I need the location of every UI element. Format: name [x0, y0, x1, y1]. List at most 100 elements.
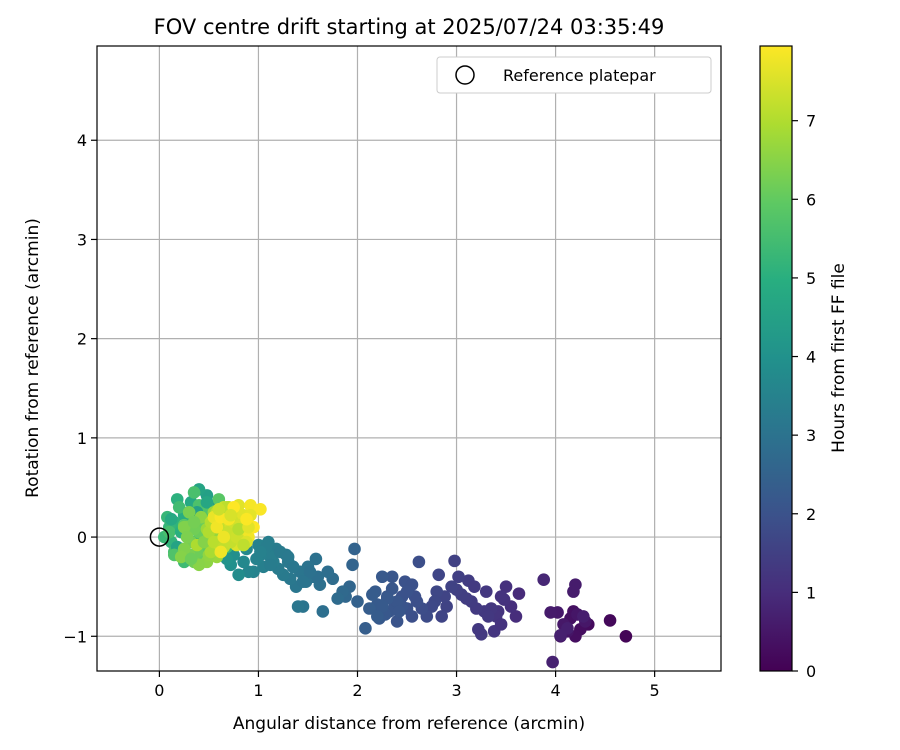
y-tick-label: 2: [77, 330, 87, 349]
colorbar-tick-label: 7: [806, 112, 816, 131]
data-point: [452, 570, 465, 584]
data-point: [468, 580, 481, 593]
colorbar-tick-label: 6: [806, 190, 816, 209]
data-point: [303, 565, 317, 579]
colorbar-ticks: 0 1 2 3 4 5 6 7: [792, 112, 816, 681]
data-point: [472, 623, 485, 636]
data-point: [174, 550, 188, 564]
data-point: [187, 486, 201, 499]
y-axis-label: Rotation from reference (arcmin): [23, 218, 43, 498]
x-axis-label: Angular distance from reference (arcmin): [233, 714, 585, 734]
data-point: [371, 610, 384, 623]
data-point: [244, 499, 257, 512]
data-point: [385, 570, 399, 584]
data-point: [385, 582, 399, 595]
legend: Reference platepar: [436, 56, 712, 94]
data-point: [544, 606, 557, 619]
data-point: [286, 560, 300, 574]
data-point: [546, 655, 559, 669]
data-point: [296, 575, 310, 589]
colorbar-label: Hours from first FF file: [829, 263, 849, 453]
data-point: [237, 538, 250, 552]
data-point: [264, 558, 277, 572]
colorbar-tick-label: 4: [806, 348, 816, 367]
data-point: [390, 615, 404, 628]
colorbar-tick-label: 3: [806, 426, 816, 445]
data-point: [567, 585, 580, 598]
data-point: [375, 600, 389, 613]
data-point: [359, 622, 372, 635]
data-point: [400, 585, 414, 598]
colorbar-tick-label: 2: [806, 505, 816, 524]
data-point: [204, 545, 218, 559]
data-point: [254, 545, 267, 559]
legend-label-reference: Reference platepar: [503, 66, 656, 85]
data-point: [603, 614, 617, 627]
data-point: [232, 522, 245, 536]
reference-platepar-marker: [149, 527, 170, 547]
data-point: [412, 555, 426, 569]
data-point: [197, 535, 211, 549]
data-point: [351, 595, 364, 608]
data-point: [435, 610, 448, 623]
x-tick-label: 0: [154, 681, 164, 700]
data-point: [172, 501, 186, 514]
data-point: [187, 515, 201, 529]
data-point: [180, 530, 194, 544]
grid: [97, 46, 721, 671]
data-point: [346, 558, 359, 572]
colorbar-tick-label: 5: [806, 269, 816, 288]
data-point: [445, 580, 458, 593]
data-point: [392, 605, 406, 618]
plot-frame: [96, 45, 722, 672]
data-point: [375, 570, 389, 584]
data-point: [164, 512, 178, 526]
y-tick-label: 1: [77, 429, 87, 448]
data-point: [217, 530, 231, 544]
data-point: [163, 525, 176, 539]
data-point: [494, 590, 508, 603]
data-point: [281, 550, 295, 564]
data-point: [177, 520, 191, 534]
data-point: [254, 502, 267, 516]
colorbar-frame: [759, 45, 793, 672]
x-axis-ticks: 0 1 2 3 4 5: [154, 671, 660, 700]
data-point: [440, 600, 453, 613]
data-point: [242, 565, 255, 579]
data-point: [494, 618, 508, 631]
data-point: [366, 588, 379, 601]
data-point: [321, 565, 335, 579]
data-point: [430, 585, 444, 598]
data-point: [537, 573, 551, 587]
data-point: [240, 512, 253, 526]
data-point: [182, 505, 196, 519]
data-point: [481, 610, 495, 623]
y-axis-ticks: −1 0 1 2 3 4: [63, 131, 97, 646]
data-point: [577, 610, 590, 623]
legend-marker-reference: [455, 65, 475, 85]
x-tick-label: 3: [451, 681, 461, 700]
data-point: [348, 542, 361, 556]
x-tick-label: 2: [352, 681, 362, 700]
colorbar-tick-label: 1: [806, 583, 816, 602]
data-point: [512, 587, 526, 600]
y-tick-label: 0: [77, 528, 87, 547]
data-point: [499, 580, 513, 593]
data-point: [479, 585, 493, 598]
chart-title: FOV centre drift starting at 2025/07/24 …: [154, 15, 665, 39]
data-point: [224, 508, 238, 522]
data-points: [158, 483, 633, 669]
data-point: [184, 552, 198, 566]
data-point: [448, 554, 461, 568]
colorbar-tick-label: 0: [806, 662, 816, 681]
data-point: [425, 600, 439, 613]
data-point: [214, 545, 228, 559]
data-point: [316, 605, 330, 618]
colorbar: [760, 46, 792, 671]
data-point: [554, 628, 567, 642]
x-tick-label: 5: [650, 681, 660, 700]
data-point: [291, 600, 305, 613]
data-point: [237, 555, 250, 569]
x-tick-label: 4: [550, 681, 560, 700]
data-point: [509, 610, 523, 623]
